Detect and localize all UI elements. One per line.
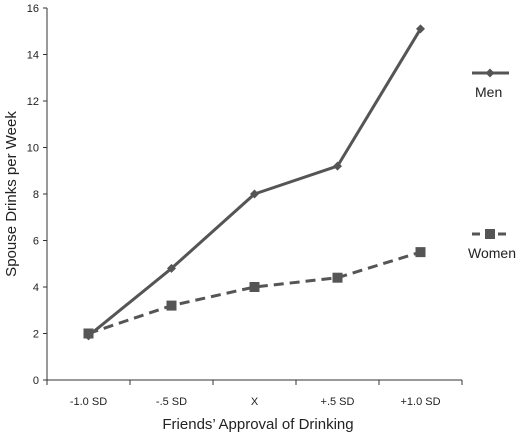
data-point [83, 328, 94, 339]
series-layer [83, 24, 426, 341]
data-point [166, 300, 177, 311]
y-tick-label: 8 [33, 189, 39, 201]
y-tick-label: 14 [27, 50, 39, 62]
legend: Men Women [468, 68, 516, 261]
legend-label: Men [475, 84, 502, 100]
y-tick-label: 16 [27, 3, 39, 15]
legend-marker [485, 229, 495, 239]
y-tick-label: 10 [27, 143, 39, 155]
x-axis-title: Friends’ Approval of Drinking [162, 416, 353, 433]
data-point [249, 282, 260, 292]
y-tick-label: 12 [27, 96, 39, 108]
data-point [250, 189, 259, 199]
y-axis-title: Spouse Drinks per Week [3, 111, 20, 277]
legend-item-men: Men [472, 68, 509, 100]
x-tick-label: +.5 SD [321, 396, 355, 408]
series-line-women [88, 250, 421, 335]
legend-marker [485, 68, 495, 78]
y-tick-label: 2 [33, 329, 39, 341]
y-tick-label: 0 [33, 375, 39, 387]
y-tick-label: 4 [33, 282, 39, 294]
x-tick-label: +1.0 SD [400, 396, 440, 408]
x-tick-label: -1.0 SD [70, 396, 107, 408]
data-point [416, 24, 425, 34]
data-point [415, 247, 426, 258]
legend-item-women: Women [468, 229, 516, 261]
x-tick-label: -.5 SD [156, 396, 187, 408]
x-axis-ticks: -1.0 SD -.5 SD X +.5 SD +1.0 SD [46, 380, 463, 408]
y-axis-ticks: 0 2 4 6 8 10 12 14 16 [27, 3, 47, 387]
y-tick-label: 6 [33, 236, 39, 248]
data-point [332, 272, 343, 283]
data-point [167, 263, 176, 273]
series-men [84, 24, 425, 341]
series-women [83, 247, 426, 339]
data-point [333, 161, 342, 171]
x-tick-label: X [251, 396, 259, 408]
legend-label: Women [468, 245, 516, 261]
